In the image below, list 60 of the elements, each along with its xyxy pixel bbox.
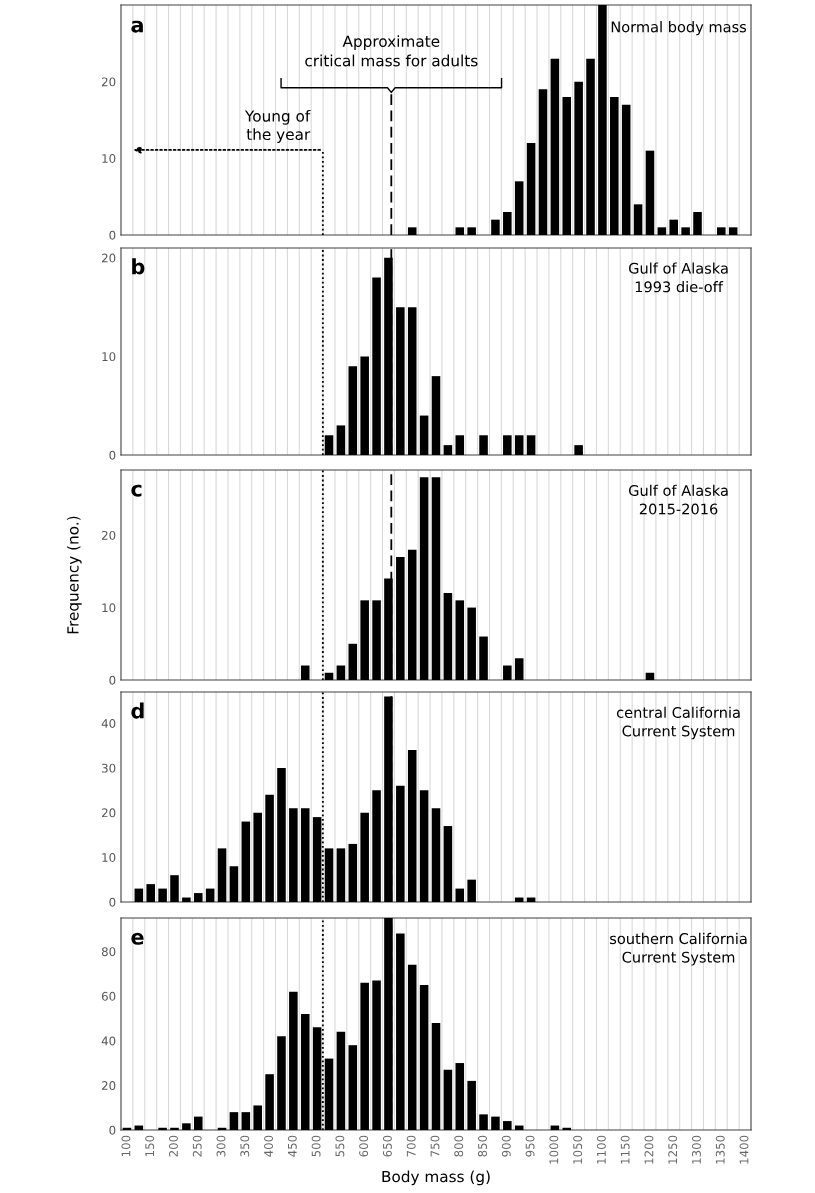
x-axis-title: Body mass (g) (382, 1170, 490, 1186)
y-tick-label: 10 (102, 603, 116, 613)
x-tick-label: 550 (335, 1135, 345, 1157)
x-tick-label: 300 (216, 1135, 226, 1157)
x-tick-label: 1350 (715, 1135, 725, 1164)
x-tick-label: 700 (406, 1135, 416, 1157)
x-tick-label: 350 (240, 1135, 250, 1157)
y-tick-label: 60 (101, 991, 116, 1001)
x-tick-label: 1050 (573, 1135, 583, 1164)
x-tick-label: 650 (382, 1135, 392, 1157)
y-tick-label: 10 (102, 352, 116, 362)
x-tick-label: 400 (264, 1135, 274, 1157)
x-tick-label: 150 (145, 1135, 155, 1157)
y-tick-label: 20 (101, 530, 116, 540)
x-tick-label: 100 (121, 1135, 131, 1157)
text: a (131, 20, 143, 33)
x-tick-label: 750 (430, 1135, 440, 1157)
x-tick-label: 1400 (739, 1135, 749, 1164)
x-tick-label: 200 (168, 1135, 178, 1157)
ref-line-label: Young of the year (244, 109, 311, 143)
chart-title: e (131, 932, 144, 945)
text: Gulf of Alaska 1993 die-off (629, 262, 728, 293)
y-tick-label: 0 (109, 1125, 116, 1135)
y-tick-label: 80 (101, 947, 116, 957)
y-tick-label: 20 (101, 1081, 116, 1091)
text: Gulf of Alaska 2015-2016 (629, 484, 728, 515)
chart-title: b (132, 258, 145, 275)
y-tick-label: 20 (101, 808, 116, 818)
y-tick-label: 20 (101, 253, 116, 263)
y-tick-label: 10 (102, 853, 116, 862)
x-tick-label: 250 (192, 1135, 202, 1157)
x-tick-label: 500 (311, 1135, 321, 1157)
y-axis-title: Frequency (no.) (66, 516, 82, 634)
y-tick-label: 10 (102, 154, 116, 163)
x-tick-label: 1000 (549, 1135, 559, 1164)
x-tick-label: 900 (501, 1135, 511, 1157)
y-tick-label: 0 (109, 675, 116, 685)
x-tick-label: 450 (287, 1135, 297, 1157)
x-tick-label: 950 (525, 1135, 535, 1157)
text: southern California Current System (610, 932, 747, 966)
chart-title: d (131, 702, 144, 719)
y-tick-label: 30 (102, 763, 116, 773)
x-tick-label: 1300 (692, 1135, 701, 1164)
y-tick-label: 0 (109, 230, 116, 240)
x-tick-label: 1150 (620, 1135, 630, 1164)
x-tick-label: 1250 (668, 1135, 678, 1164)
text: Normal body mass (611, 21, 747, 36)
ref-line-label: Approximate critical mass for adults (305, 35, 478, 67)
x-tick-label: 1200 (644, 1135, 654, 1164)
y-tick-label: 40 (101, 1036, 116, 1046)
x-tick-label: 850 (478, 1135, 487, 1157)
y-tick-label: 0 (109, 897, 116, 907)
y-tick-label: 40 (101, 719, 116, 728)
x-tick-label: 800 (454, 1135, 464, 1157)
y-tick-label: 20 (101, 77, 116, 87)
x-tick-label: 1100 (596, 1135, 606, 1164)
x-tick-label: 600 (359, 1135, 369, 1157)
y-tick-label: 0 (109, 450, 116, 460)
chart-title: c (131, 484, 142, 497)
text: central California Current System (616, 706, 740, 740)
